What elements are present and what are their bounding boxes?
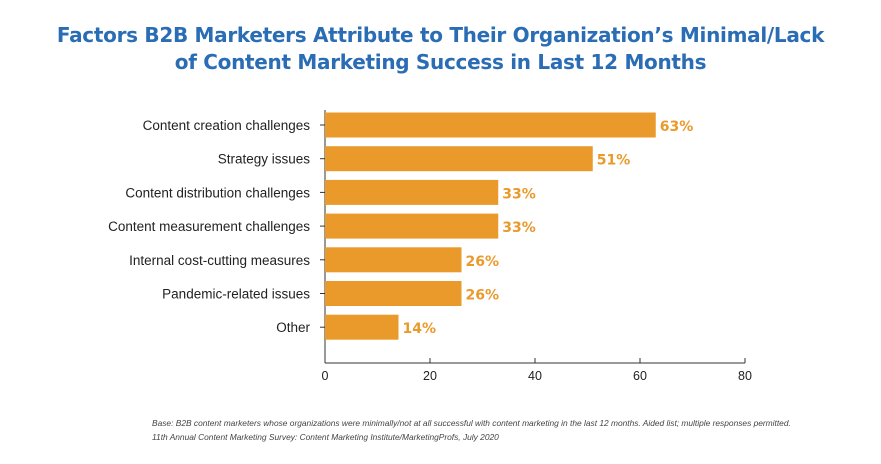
- x-tick-label: 40: [528, 369, 542, 383]
- bar: [325, 146, 593, 172]
- data-label: 14%: [403, 321, 437, 337]
- footnote-base: Base: B2B content marketers whose organi…: [152, 418, 791, 428]
- x-tick-label: 80: [738, 369, 752, 383]
- x-tick-label: 20: [423, 369, 437, 383]
- chart-title-line-1: Factors B2B Marketers Attribute to Their…: [56, 23, 825, 47]
- data-label: 51%: [597, 153, 631, 169]
- category-label: Other: [276, 320, 310, 335]
- footnote: Base: B2B content marketers whose organi…: [152, 416, 872, 444]
- x-tick-label: 0: [322, 369, 329, 383]
- data-label: 26%: [466, 254, 500, 270]
- bar: [325, 314, 399, 340]
- x-tick-label: 60: [633, 369, 647, 383]
- footnote-source: 11th Annual Content Marketing Survey: Co…: [152, 432, 499, 442]
- bar: [325, 247, 462, 273]
- category-label: Pandemic-related issues: [162, 287, 310, 302]
- bar: [325, 281, 462, 306]
- category-label: Content creation challenges: [143, 118, 311, 133]
- category-label: Content measurement challenges: [108, 219, 310, 234]
- category-label: Content distribution challenges: [125, 185, 310, 200]
- bar: [325, 179, 499, 205]
- category-label: Strategy issues: [218, 152, 311, 167]
- data-label: 26%: [466, 288, 500, 304]
- data-label: 63%: [660, 119, 694, 135]
- chart-title-line-2: of Content Marketing Success in Last 12 …: [174, 50, 707, 74]
- category-label: Internal cost-cutting measures: [129, 253, 310, 268]
- data-label: 33%: [502, 220, 536, 236]
- data-label: 33%: [502, 186, 536, 202]
- chart-title: Factors B2B Marketers Attribute to Their…: [0, 22, 881, 76]
- bar: [325, 112, 656, 138]
- bar: [325, 213, 499, 239]
